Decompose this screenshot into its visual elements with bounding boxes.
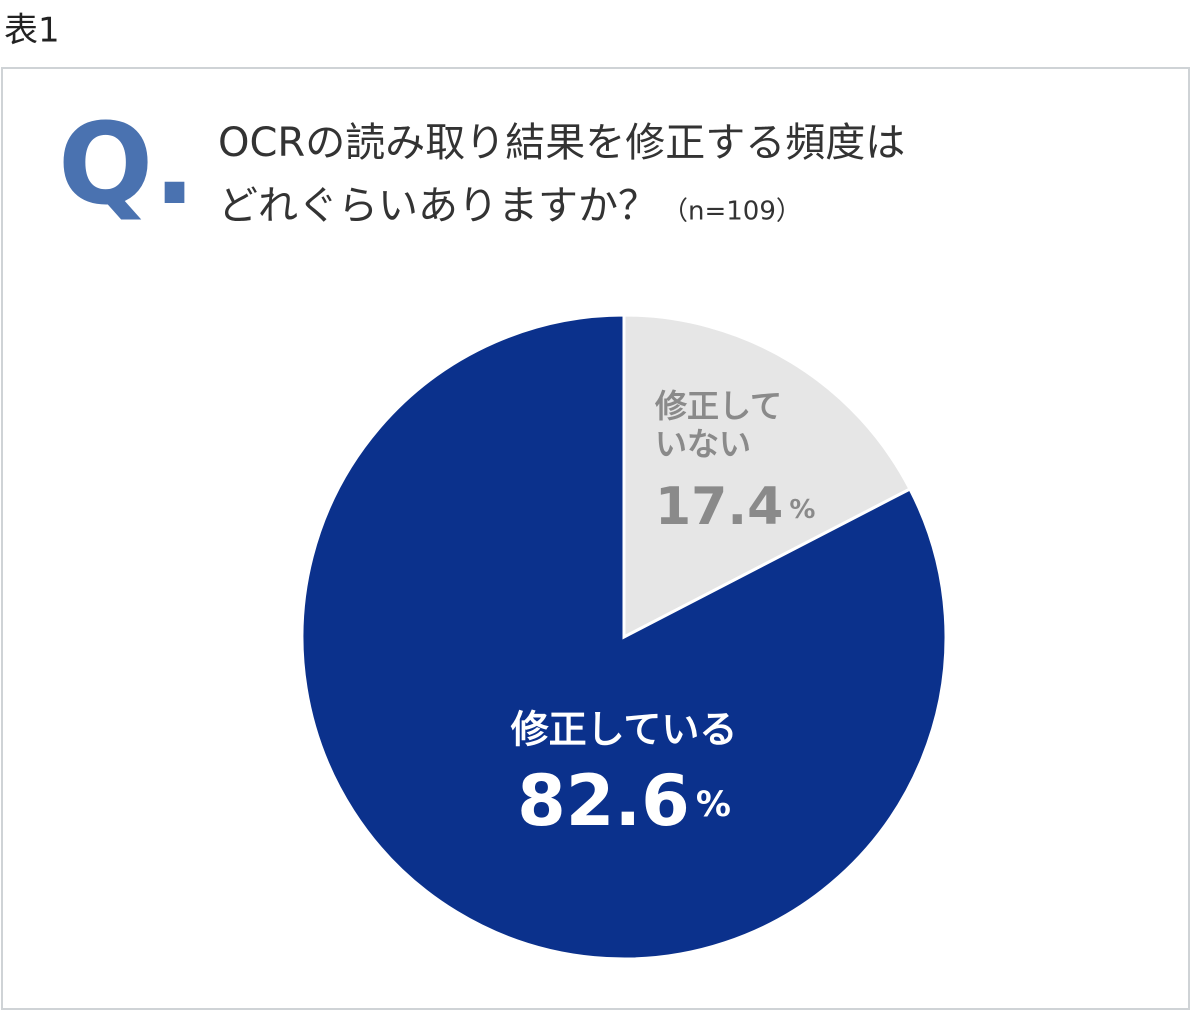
value-label: 82.6% (517, 760, 731, 842)
pie (300, 313, 948, 961)
label-line: いない (655, 425, 751, 463)
caption: 表1 (4, 11, 60, 51)
value-unit: % (696, 785, 731, 825)
value-label: 17.4% (655, 477, 815, 537)
label-line: 修正して (654, 387, 782, 425)
value-unit: % (789, 495, 815, 525)
pie-slice (300, 313, 948, 961)
question-marker: Q. (58, 100, 196, 230)
note: （n=109） (662, 197, 802, 227)
slice-label: 修正している (511, 708, 738, 752)
slice-label: 修正していない (654, 387, 782, 463)
value-number: 82.6 (517, 760, 690, 842)
chart-title: OCRの読み取り結果を修正する頻度は (218, 120, 905, 166)
pie-slice (622, 313, 913, 640)
value-number: 17.4 (655, 477, 783, 537)
chart-title: どれぐらいありますか？ (218, 183, 658, 229)
